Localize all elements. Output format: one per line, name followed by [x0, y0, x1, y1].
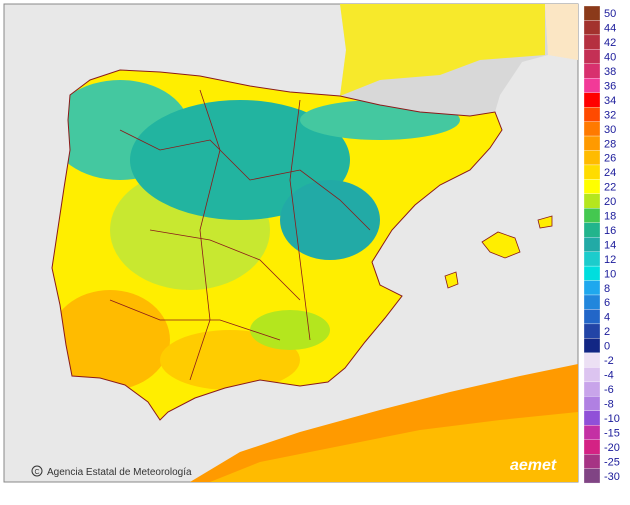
legend-label: 40 — [604, 52, 616, 64]
legend-label: 18 — [604, 211, 616, 223]
legend-swatch — [583, 381, 601, 397]
legend-label: 10 — [604, 268, 616, 280]
legend-swatch — [583, 63, 601, 79]
legend-swatch — [583, 107, 601, 122]
province-borders — [109, 89, 371, 381]
menorca — [537, 215, 553, 229]
legend-swatch — [583, 34, 601, 50]
legend-label: -10 — [604, 413, 620, 425]
legend-swatch — [583, 237, 601, 252]
agency-credit: Agencia Estatal de Meteorología — [47, 467, 192, 478]
legend-swatch — [583, 265, 601, 281]
copyright-icon — [31, 465, 43, 477]
legend-swatch — [583, 49, 601, 64]
legend-label: 30 — [604, 124, 616, 136]
legend-swatch — [583, 280, 601, 296]
legend-label: -25 — [604, 456, 620, 468]
legend-swatch — [583, 439, 601, 455]
legend-swatch — [583, 92, 601, 108]
color-legend: 5044424038363432302826242220181614121086… — [583, 5, 620, 484]
legend-label: -15 — [604, 427, 620, 439]
mild-area — [250, 310, 330, 350]
legend-swatch — [583, 251, 601, 267]
warm-area — [52, 290, 170, 390]
legend-label: 34 — [604, 95, 616, 107]
legend-label: 22 — [604, 182, 616, 194]
cool-area — [130, 100, 350, 220]
legend-swatch — [583, 323, 601, 339]
legend-label: -6 — [604, 384, 614, 396]
legend-label: 38 — [604, 66, 616, 78]
legend-label: 44 — [604, 23, 616, 35]
legend-label: 14 — [604, 239, 616, 251]
legend-swatch — [583, 352, 601, 368]
legend-swatch — [583, 78, 601, 93]
legend-swatch — [583, 150, 601, 166]
legend-swatch — [583, 294, 601, 310]
legend-label: 6 — [604, 297, 610, 309]
legend-label: 16 — [604, 225, 616, 237]
legend-swatch — [583, 338, 601, 353]
aemet-logo: aemet — [510, 457, 557, 474]
legend-label: 50 — [604, 8, 616, 20]
legend-label: 20 — [604, 196, 616, 208]
ibiza — [444, 271, 459, 289]
coastline — [51, 69, 503, 421]
legend-label: 12 — [604, 254, 616, 266]
legend-label: -4 — [604, 370, 614, 382]
legend-swatch — [583, 396, 601, 411]
legend-swatch — [583, 193, 601, 209]
legend-label: 4 — [604, 312, 610, 324]
legend-label: 36 — [604, 80, 616, 92]
legend-swatch — [583, 367, 601, 383]
legend-label: 2 — [604, 326, 610, 338]
legend-swatch — [583, 309, 601, 325]
legend-swatch — [583, 410, 601, 426]
legend-swatch — [583, 453, 601, 469]
legend-swatch — [583, 121, 601, 137]
legend-label: -20 — [604, 442, 620, 454]
mallorca — [481, 231, 521, 259]
legend-label: 28 — [604, 138, 616, 150]
legend-swatch — [583, 164, 601, 180]
legend-swatch — [583, 222, 601, 238]
legend-swatch — [583, 208, 601, 223]
legend-label: 42 — [604, 37, 616, 49]
legend-swatch — [583, 425, 601, 440]
legend-label: 26 — [604, 153, 616, 165]
cool-area — [280, 180, 380, 260]
legend-swatch — [583, 135, 601, 151]
legend-label: 8 — [604, 283, 610, 295]
alps — [545, 4, 578, 60]
legend-label: -8 — [604, 399, 614, 411]
legend-label: 32 — [604, 109, 616, 121]
legend-label: -2 — [604, 355, 614, 367]
legend-swatch — [583, 468, 601, 484]
legend-swatch — [583, 179, 601, 194]
legend-swatch — [583, 20, 601, 36]
legend-label: 0 — [604, 341, 610, 353]
africa-inner — [210, 412, 578, 482]
legend-label: 24 — [604, 167, 616, 179]
france-temp — [340, 4, 545, 96]
copyright-c: C — [34, 469, 39, 476]
legend-label: -30 — [604, 471, 620, 483]
legend-swatch — [583, 5, 601, 21]
